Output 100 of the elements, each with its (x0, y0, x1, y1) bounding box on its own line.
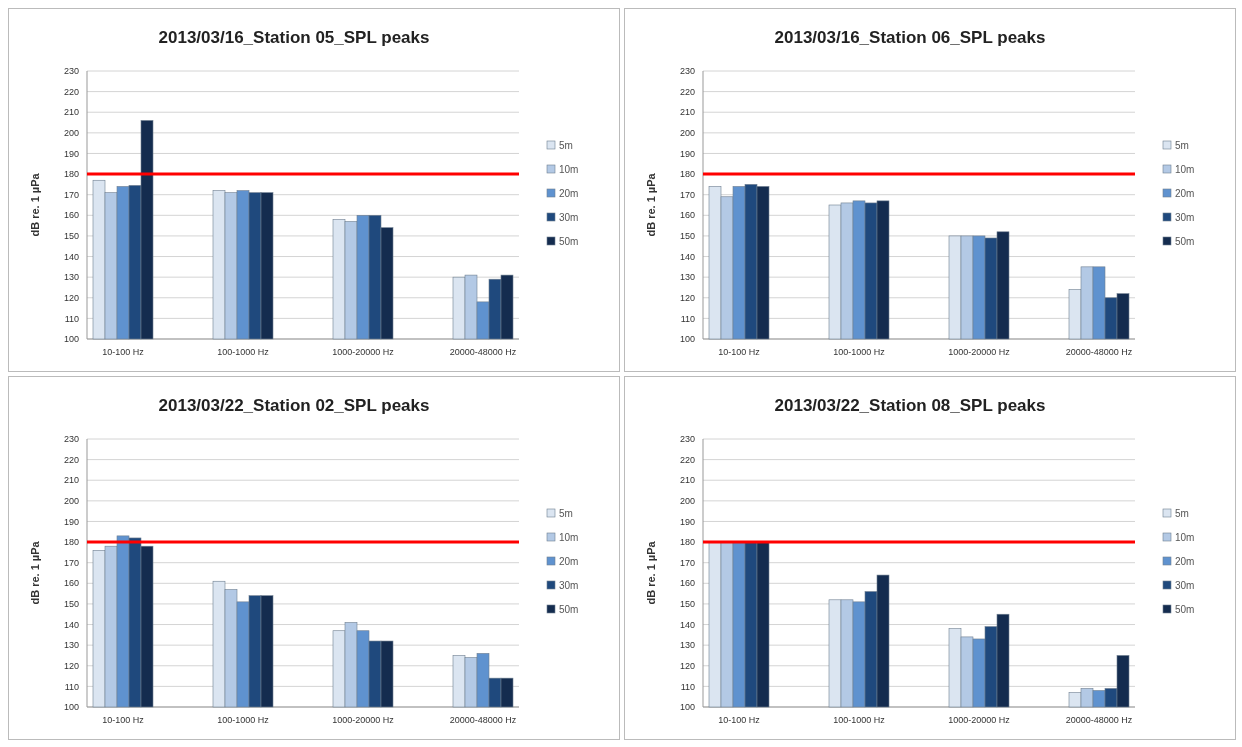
y-tick-label: 120 (679, 292, 695, 303)
y-tick-label: 170 (679, 189, 695, 200)
legend-label: 50m (1175, 603, 1195, 615)
x-tick-label: 20000-48000 Hz (1065, 347, 1133, 357)
y-tick-label: 180 (679, 537, 695, 548)
legend-label: 10m (1175, 531, 1195, 543)
y-tick-label: 230 (679, 66, 695, 77)
y-tick-label: 220 (679, 454, 695, 465)
x-tick-label: 1000-20000 Hz (332, 715, 395, 725)
y-tick-label: 130 (63, 640, 79, 651)
chart-title: 2013/03/16_Station 05_SPL peaks (158, 28, 430, 47)
legend-label: 30m (1175, 579, 1195, 591)
y-tick-label: 210 (679, 475, 695, 486)
y-tick-label: 190 (679, 516, 695, 527)
legend-label: 10m (559, 531, 579, 543)
y-tick-label: 170 (679, 557, 695, 568)
y-tick-label: 150 (63, 599, 79, 610)
legend-label: 50m (559, 603, 579, 615)
y-tick-label: 180 (63, 169, 79, 180)
y-tick-label: 140 (63, 619, 79, 630)
legend-label: 5m (559, 507, 573, 519)
y-tick-label: 130 (679, 640, 695, 651)
y-tick-label: 110 (64, 313, 79, 324)
x-tick-label: 1000-20000 Hz (948, 715, 1011, 725)
y-tick-label: 230 (679, 434, 695, 445)
legend-label: 30m (1175, 211, 1195, 223)
y-tick-label: 140 (679, 251, 695, 262)
y-tick-label: 190 (63, 516, 79, 527)
y-tick-label: 130 (679, 272, 695, 283)
y-axis-title: dB re. 1 µPa (645, 540, 657, 605)
x-tick-label: 20000-48000 Hz (449, 347, 517, 357)
y-tick-label: 190 (63, 148, 79, 159)
legend-label: 20m (1175, 187, 1195, 199)
x-tick-label: 100-1000 Hz (217, 347, 270, 357)
chart-title: 2013/03/22_Station 08_SPL peaks (774, 396, 1046, 415)
y-axis-title: dB re. 1 µPa (645, 172, 657, 237)
x-tick-label: 10-100 Hz (102, 715, 145, 725)
y-tick-label: 180 (679, 169, 695, 180)
y-tick-label: 160 (63, 210, 79, 221)
y-tick-label: 100 (679, 334, 695, 345)
x-tick-label: 10-100 Hz (718, 347, 761, 357)
y-tick-label: 150 (63, 231, 79, 242)
y-axis-title: dB re. 1 µPa (29, 172, 41, 237)
x-tick-label: 100-1000 Hz (833, 715, 886, 725)
y-tick-label: 170 (63, 189, 79, 200)
y-tick-label: 220 (63, 86, 79, 97)
legend-label: 30m (559, 579, 579, 591)
x-tick-label: 20000-48000 Hz (1065, 715, 1133, 725)
x-tick-label: 10-100 Hz (102, 347, 145, 357)
chart-title: 2013/03/16_Station 06_SPL peaks (774, 28, 1046, 47)
y-tick-label: 200 (679, 128, 695, 138)
x-tick-label: 10-100 Hz (718, 715, 761, 725)
x-tick-label: 1000-20000 Hz (948, 347, 1011, 357)
y-tick-label: 220 (63, 454, 79, 465)
y-tick-label: 110 (680, 313, 695, 324)
y-tick-label: 180 (63, 537, 79, 548)
y-tick-label: 160 (679, 210, 695, 221)
y-tick-label: 170 (63, 557, 79, 568)
legend-label: 20m (559, 555, 579, 567)
y-tick-label: 220 (679, 86, 695, 97)
chart-title: 2013/03/22_Station 02_SPL peaks (158, 396, 430, 415)
y-tick-label: 200 (63, 496, 79, 506)
y-tick-label: 190 (679, 148, 695, 159)
y-tick-label: 120 (63, 660, 79, 671)
legend-label: 20m (1175, 555, 1195, 567)
legend-label: 10m (1175, 163, 1195, 175)
y-tick-label: 230 (63, 434, 79, 445)
y-tick-label: 110 (680, 681, 695, 692)
y-tick-label: 210 (63, 107, 79, 118)
y-tick-label: 210 (679, 107, 695, 118)
x-tick-label: 20000-48000 Hz (449, 715, 517, 725)
y-tick-label: 160 (63, 578, 79, 589)
y-tick-label: 150 (679, 231, 695, 242)
y-tick-label: 210 (63, 475, 79, 486)
legend-label: 5m (1175, 507, 1189, 519)
x-tick-label: 100-1000 Hz (217, 715, 270, 725)
legend-label: 5m (1175, 139, 1189, 151)
y-tick-label: 100 (679, 702, 695, 713)
y-tick-label: 110 (64, 681, 79, 692)
y-tick-label: 100 (63, 702, 79, 713)
x-tick-label: 100-1000 Hz (833, 347, 886, 357)
y-tick-label: 150 (679, 599, 695, 610)
y-axis-title: dB re. 1 µPa (29, 540, 41, 605)
y-tick-label: 160 (679, 578, 695, 589)
y-tick-label: 130 (63, 272, 79, 283)
y-tick-label: 140 (679, 619, 695, 630)
legend-label: 50m (1175, 235, 1195, 247)
y-tick-label: 120 (679, 660, 695, 671)
y-tick-label: 140 (63, 251, 79, 262)
legend-label: 10m (559, 163, 579, 175)
legend-label: 20m (559, 187, 579, 199)
legend-label: 5m (559, 139, 573, 151)
y-tick-label: 200 (63, 128, 79, 138)
x-tick-label: 1000-20000 Hz (332, 347, 395, 357)
y-tick-label: 230 (63, 66, 79, 77)
legend-label: 30m (559, 211, 579, 223)
y-tick-label: 120 (63, 292, 79, 303)
y-tick-label: 100 (63, 334, 79, 345)
legend-label: 50m (559, 235, 579, 247)
y-tick-label: 200 (679, 496, 695, 506)
